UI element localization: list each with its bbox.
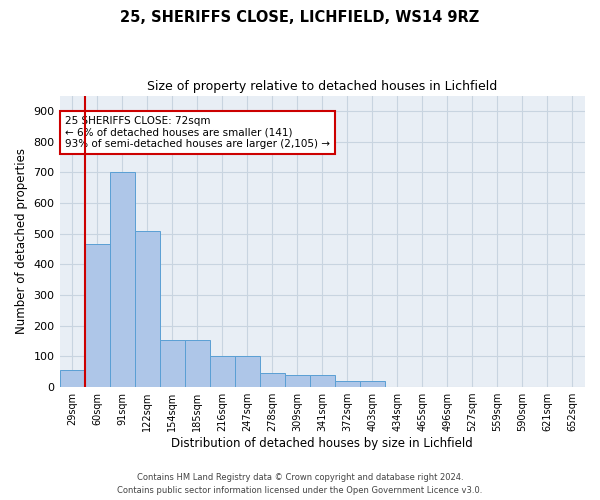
Bar	[260, 374, 285, 387]
Bar	[310, 376, 335, 387]
Text: Contains HM Land Registry data © Crown copyright and database right 2024.
Contai: Contains HM Land Registry data © Crown c…	[118, 474, 482, 495]
Bar	[110, 172, 134, 387]
Title: Size of property relative to detached houses in Lichfield: Size of property relative to detached ho…	[147, 80, 497, 93]
Bar	[160, 340, 185, 387]
Bar	[185, 340, 209, 387]
Bar	[335, 381, 360, 387]
Bar	[59, 370, 85, 387]
Y-axis label: Number of detached properties: Number of detached properties	[15, 148, 28, 334]
Bar	[235, 356, 260, 387]
X-axis label: Distribution of detached houses by size in Lichfield: Distribution of detached houses by size …	[172, 437, 473, 450]
Text: 25, SHERIFFS CLOSE, LICHFIELD, WS14 9RZ: 25, SHERIFFS CLOSE, LICHFIELD, WS14 9RZ	[121, 10, 479, 25]
Bar	[285, 376, 310, 387]
Text: 25 SHERIFFS CLOSE: 72sqm
← 6% of detached houses are smaller (141)
93% of semi-d: 25 SHERIFFS CLOSE: 72sqm ← 6% of detache…	[65, 116, 330, 149]
Bar	[209, 356, 235, 387]
Bar	[85, 244, 110, 387]
Bar	[360, 381, 385, 387]
Bar	[134, 230, 160, 387]
